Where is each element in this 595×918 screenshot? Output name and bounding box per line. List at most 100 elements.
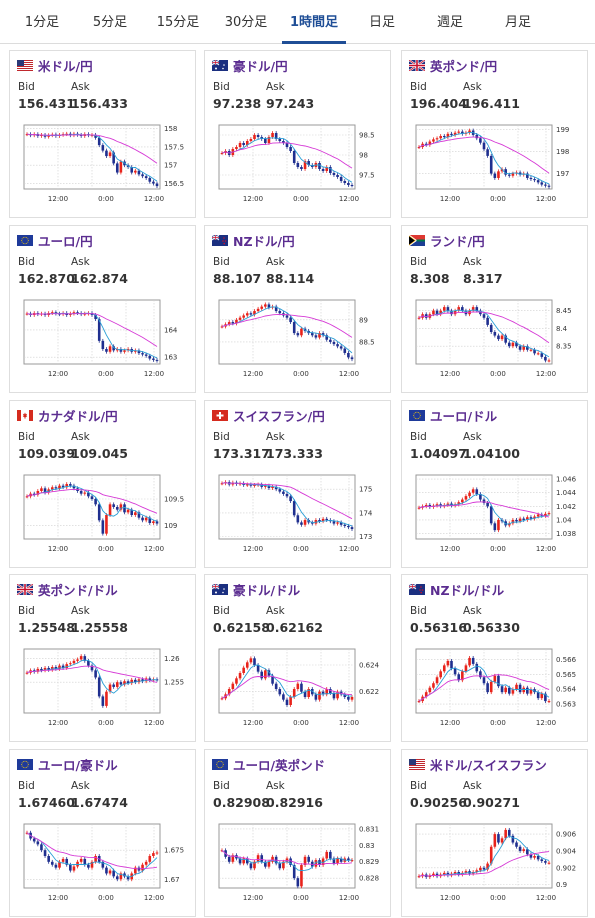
pair-link[interactable]: NZドル/円 (212, 232, 295, 249)
candle-body (256, 665, 260, 672)
pair-link[interactable]: ユーロ/ドル (409, 407, 497, 424)
y-tick-label: 1.038 (556, 530, 576, 538)
pair-link[interactable]: 豪ドル/ドル (212, 581, 300, 598)
tab-0[interactable]: 1分足 (24, 15, 60, 30)
candle-body (274, 683, 278, 689)
y-tick-label: 89 (359, 316, 368, 324)
candle-body (347, 352, 350, 358)
rate-card[interactable]: 英ポンド/円 Bid Ask 196.404 196.411 199 198 197… (401, 50, 588, 218)
candle-body (148, 517, 152, 523)
candle-body (292, 151, 296, 163)
candle-body (314, 860, 318, 867)
x-tick-label: 12:00 (144, 719, 164, 727)
rate-card[interactable]: スイスフラン/円 Bid Ask 173.317 173.333 175 174 1… (204, 400, 391, 568)
candle-body (511, 689, 515, 694)
rate-card[interactable]: 米ドル/円 Bid Ask 156.431 156.433 158 157.5 15… (9, 50, 196, 218)
candle-body (329, 689, 332, 693)
rate-card[interactable]: 英ポンド/ドル Bid Ask 1.25548 1.25558 1.26 1.25… (9, 574, 196, 742)
candle-body (25, 313, 29, 315)
ma-long-line (418, 851, 550, 877)
y-tick-label: 1.044 (556, 489, 577, 497)
ask-label: Ask (463, 256, 482, 268)
tab-2[interactable]: 15分足 (156, 15, 200, 30)
candle-body (453, 668, 457, 675)
candle-body (105, 867, 108, 874)
ask-label: Ask (266, 605, 285, 617)
pair-link[interactable]: スイスフラン/円 (212, 407, 325, 424)
candle-body (329, 851, 332, 859)
tab-7[interactable]: 月足 (504, 15, 531, 30)
candle-body (497, 834, 500, 843)
au-flag-icon (212, 59, 228, 71)
candle-body (25, 134, 29, 136)
pair-link[interactable]: NZドル/ドル (409, 581, 504, 598)
pair-link[interactable]: ユーロ/英ポンド (212, 756, 325, 773)
candle-body (79, 656, 83, 660)
candle-body (274, 486, 278, 490)
rate-card[interactable]: ユーロ/円 Bid Ask 162.870 162.874 164 163 12:0… (9, 225, 196, 393)
candlestick-chart: 1.26 1.255 12:00 0:00 12:00 (23, 648, 184, 727)
candle-body (242, 315, 245, 318)
rate-card[interactable]: カナダドル/円 Bid Ask 109.039 109.045 109.5 109… (9, 400, 196, 568)
candle-body (264, 670, 267, 679)
candle-body (152, 521, 155, 523)
candle-body (461, 131, 464, 134)
candle-body (300, 865, 303, 887)
candle-body (105, 150, 108, 157)
pair-link[interactable]: 英ポンド/円 (409, 57, 497, 74)
rate-card[interactable]: ユーロ/英ポンド Bid Ask 0.82908 0.82916 0.831 0.… (204, 749, 391, 917)
y-tick-label: 164 (164, 326, 178, 334)
pair-link[interactable]: 米ドル/円 (17, 57, 93, 74)
y-tick-label: 1.042 (556, 503, 576, 511)
tab-5[interactable]: 日足 (368, 15, 395, 30)
rate-card[interactable]: 豪ドル/円 Bid Ask 97.238 97.243 98.5 98 97.5 12… (204, 50, 391, 218)
candle-body (343, 348, 347, 353)
tab-1[interactable]: 5分足 (92, 15, 128, 30)
candle-body (40, 488, 43, 491)
candle-body (72, 485, 76, 489)
plot-frame (415, 474, 553, 540)
candle-body (256, 308, 260, 312)
tab-3[interactable]: 30分足 (224, 15, 268, 30)
candle-body (267, 670, 271, 676)
candle-body (144, 517, 148, 521)
candle-body (289, 147, 292, 151)
y-tick-label: 158 (164, 125, 177, 133)
candle-body (475, 489, 479, 495)
x-tick-label: 12:00 (440, 894, 460, 902)
x-tick-label: 0:00 (98, 545, 114, 553)
bid-label: Bid (18, 81, 35, 93)
candle-body (238, 143, 242, 147)
candle-body (529, 689, 533, 694)
rate-card[interactable]: ユーロ/豪ドル Bid Ask 1.67460 1.67474 1.675 1.6… (9, 749, 196, 917)
candle-body (253, 861, 256, 869)
pair-link[interactable]: ランド/円 (409, 232, 485, 249)
rate-card[interactable]: NZドル/円 Bid Ask 88.107 88.114 89 88.5 12:00… (204, 225, 391, 393)
candle-body (450, 133, 453, 135)
pair-link[interactable]: 豪ドル/円 (212, 57, 288, 74)
pair-link[interactable]: ユーロ/円 (17, 232, 93, 249)
rate-card[interactable]: 米ドル/スイスフラン Bid Ask 0.90256 0.90271 0.906… (401, 749, 588, 917)
pair-link[interactable]: ユーロ/豪ドル (17, 756, 118, 773)
candle-body (303, 161, 307, 169)
ask-value: 1.25558 (71, 620, 128, 635)
nz-flag-icon (409, 583, 425, 595)
tab-6[interactable]: 週足 (436, 15, 463, 30)
rate-card[interactable]: ランド/円 Bid Ask 8.308 8.317 8.45 8.4 8.35 12:… (401, 225, 588, 393)
rate-card[interactable]: 豪ドル/ドル Bid Ask 0.62158 0.62162 0.624 0.62… (204, 574, 391, 742)
pair-link[interactable]: カナダドル/円 (17, 407, 118, 424)
tab-4[interactable]: 1時間足 (282, 0, 346, 44)
candle-body (493, 834, 497, 847)
x-tick-label: 12:00 (48, 195, 68, 203)
plot-frame (218, 299, 356, 365)
pair-link[interactable]: 英ポンド/ドル (17, 581, 118, 598)
candle-body (220, 326, 224, 328)
candle-body (94, 314, 97, 320)
y-tick-label: 0.829 (359, 858, 379, 866)
candle-body (329, 339, 332, 342)
rate-card[interactable]: NZドル/ドル Bid Ask 0.56316 0.56330 0.566 0.5… (401, 574, 588, 742)
bid-label: Bid (410, 81, 427, 93)
rate-card[interactable]: ユーロ/ドル Bid Ask 1.04097 1.04100 1.046 1.04… (401, 400, 588, 568)
bid-value: 1.25548 (18, 620, 75, 635)
pair-link[interactable]: 米ドル/スイスフラン (409, 756, 547, 773)
